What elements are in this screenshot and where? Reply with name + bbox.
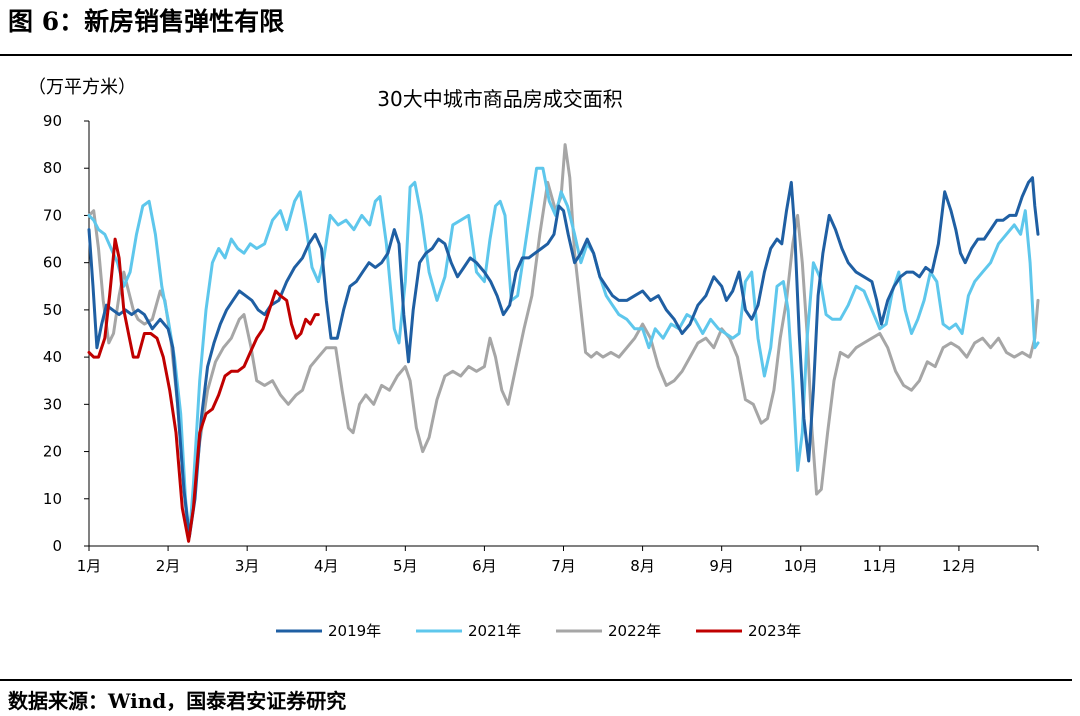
figure-title: 图 6：新房销售弹性有限	[8, 7, 285, 36]
x-tick-label: 6月	[472, 557, 497, 575]
x-tick-label: 10月	[784, 557, 818, 575]
legend-label: 2023年	[748, 622, 801, 640]
line-chart: （万平方米） 30大中城市商品房成交面积 0 10 20 30 40 50 60 70 80 90…	[28, 77, 1040, 640]
x-tick-label: 7月	[551, 557, 576, 575]
x-tick-label: 4月	[314, 557, 339, 575]
legend-label: 2022年	[608, 622, 661, 640]
series-line-2022年	[87, 143, 1040, 539]
y-tick-label: 40	[43, 348, 62, 366]
y-axis-label: （万平方米）	[28, 77, 136, 98]
x-tick-label: 1月	[77, 557, 102, 575]
y-tick-label: 80	[43, 159, 62, 177]
legend-label: 2019年	[328, 622, 381, 640]
series-line-2023年	[87, 237, 320, 543]
y-tick-label: 50	[43, 301, 62, 319]
y-tick-label: 10	[43, 490, 62, 508]
y-tick-label: 60	[43, 254, 62, 272]
axes: 0 10 20 30 40 50 60 70 80 90 1月 2月 3月 4月 5月 6月 7月 8月 9月 10月…	[43, 112, 1039, 575]
chart-title: 30大中城市商品房成交面积	[377, 87, 622, 111]
bottom-rule	[0, 679, 1072, 681]
x-tick-label: 11月	[863, 557, 897, 575]
x-tick-label: 5月	[393, 557, 418, 575]
x-tick-label: 8月	[630, 557, 655, 575]
y-tick-label: 30	[43, 395, 62, 413]
y-tick-label: 90	[43, 112, 62, 130]
x-tick-label: 3月	[235, 557, 260, 575]
x-tick-label: 2月	[156, 557, 181, 575]
legend: 2019年 2021年 2022年 2023年	[276, 622, 801, 640]
y-tick-label: 70	[43, 206, 62, 224]
y-tick-label: 20	[43, 443, 62, 461]
series-layer	[87, 143, 1040, 543]
top-rule	[0, 54, 1072, 56]
x-tick-label: 9月	[709, 557, 734, 575]
y-tick-label: 0	[52, 537, 62, 555]
x-tick-label: 12月	[942, 557, 976, 575]
series-line-2019年	[87, 176, 1040, 539]
series-line-2021年	[87, 166, 1040, 539]
legend-label: 2021年	[468, 622, 521, 640]
data-source: 数据来源：Wind，国泰君安证券研究	[8, 689, 347, 713]
